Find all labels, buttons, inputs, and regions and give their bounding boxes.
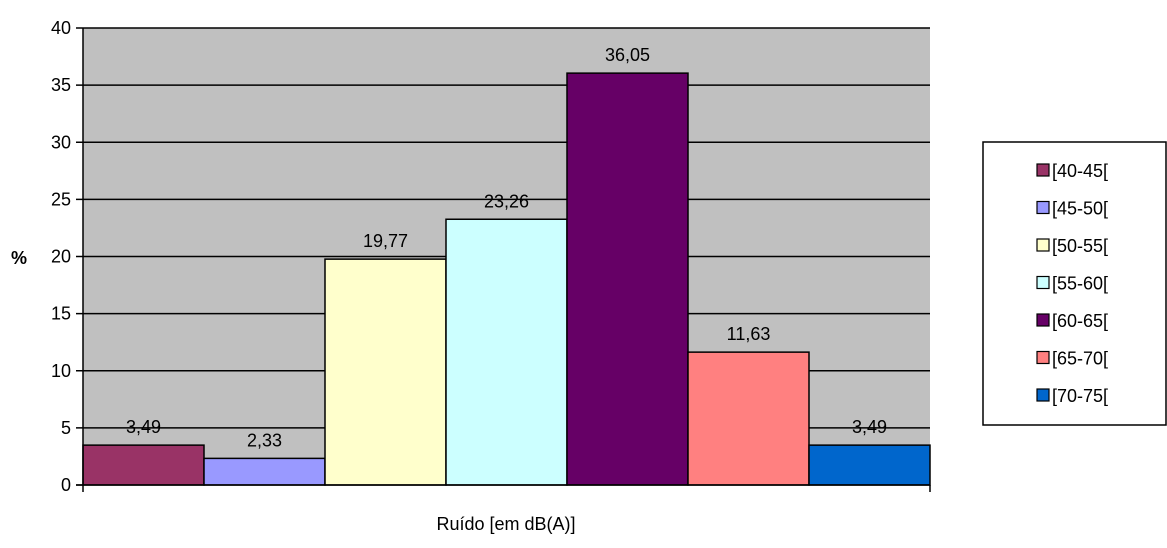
data-labels: 3,49 2,33 19,77 23,26 36,05 11,63 3,49 <box>126 45 887 450</box>
y-tick-label-30: 30 <box>51 132 71 152</box>
legend-swatch-6 <box>1036 388 1050 402</box>
legend-label-3: [55-60[ <box>1052 274 1108 294</box>
legend-box <box>982 141 1167 426</box>
legend-swatch-2 <box>1036 238 1050 252</box>
y-tick-label-10: 10 <box>51 361 71 381</box>
data-label-4: 36,05 <box>605 45 650 65</box>
data-label-6: 3,49 <box>852 417 887 437</box>
data-label-2: 19,77 <box>363 231 408 251</box>
data-label-1: 2,33 <box>247 430 282 450</box>
data-label-0: 3,49 <box>126 417 161 437</box>
legend-label-0: [40-45[ <box>1052 161 1108 181</box>
y-tick-label-0: 0 <box>61 475 71 495</box>
y-tick-label-15: 15 <box>51 304 71 324</box>
axes <box>76 27 931 492</box>
legend-swatch-4 <box>1036 313 1050 327</box>
legend-label-5: [65-70[ <box>1052 349 1108 369</box>
legend-label-2: [50-55[ <box>1052 236 1108 256</box>
legend-label-1: [45-50[ <box>1052 199 1108 219</box>
legend-swatch-3 <box>1036 275 1050 290</box>
legend-label-6: [70-75[ <box>1052 386 1108 406</box>
bar-0 <box>82 444 205 486</box>
legend-swatch-5 <box>1036 350 1050 365</box>
legend: [40-45[ [45-50[ [50-55[ [55-60[ [60-65[ [65-7… <box>982 141 1167 426</box>
bar-3 <box>445 218 568 486</box>
y-tick-label-5: 5 <box>61 418 71 438</box>
bar-5 <box>687 351 810 486</box>
bar-6 <box>808 444 931 486</box>
y-tick-label-20: 20 <box>51 247 71 267</box>
y-tick-label-25: 25 <box>51 189 71 209</box>
y-tick-label-35: 35 <box>51 75 71 95</box>
y-tick-label-40: 40 <box>51 18 71 38</box>
x-axis-title: Ruído [em dB(A)] <box>436 514 575 534</box>
y-tick-labels: 0 5 10 15 20 25 30 35 40 <box>51 18 71 495</box>
legend-label-4: [60-65[ <box>1052 311 1108 331</box>
data-label-3: 23,26 <box>484 191 529 211</box>
y-axis-title: % <box>11 248 27 268</box>
bars-group <box>82 72 931 486</box>
bar-4 <box>566 72 689 486</box>
bar-1 <box>203 457 326 486</box>
bar-2 <box>324 258 447 486</box>
legend-swatch-0 <box>1036 163 1050 177</box>
data-label-5: 11,63 <box>727 324 771 344</box>
legend-swatch-1 <box>1036 200 1050 215</box>
